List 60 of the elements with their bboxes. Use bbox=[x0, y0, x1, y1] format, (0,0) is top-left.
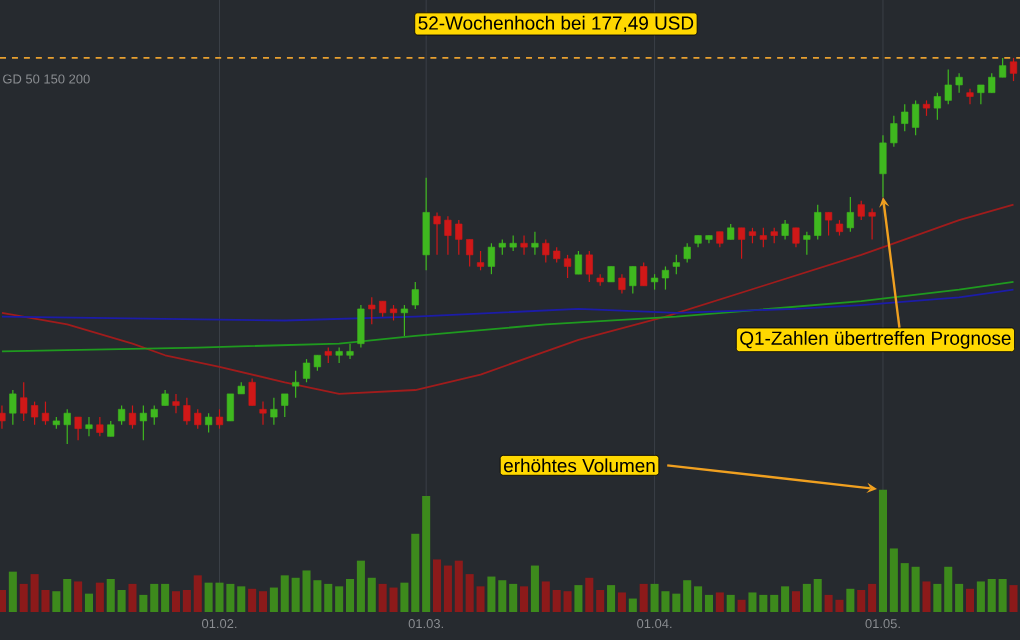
candlestick bbox=[585, 250, 593, 283]
candlestick bbox=[1009, 57, 1018, 82]
bar bbox=[965, 588, 975, 612]
annotation: Q1-Zahlen übertreffen Prognose bbox=[740, 330, 1011, 349]
candlestick bbox=[683, 242, 691, 264]
bar bbox=[574, 585, 583, 612]
candlestick bbox=[618, 273, 626, 295]
candlestick bbox=[215, 408, 224, 430]
candlestick bbox=[825, 211, 833, 237]
candlestick bbox=[966, 88, 974, 105]
candlestick bbox=[128, 404, 137, 430]
bar bbox=[84, 593, 94, 612]
bar bbox=[726, 594, 735, 612]
bar bbox=[607, 585, 616, 612]
candlestick bbox=[738, 227, 746, 260]
candlestick bbox=[357, 304, 365, 349]
candlestick bbox=[0, 404, 6, 430]
candlestick bbox=[422, 177, 430, 271]
bar bbox=[74, 581, 83, 612]
bar bbox=[715, 592, 724, 612]
candlestick bbox=[85, 416, 93, 437]
candlestick bbox=[248, 377, 256, 407]
candlestick bbox=[292, 370, 300, 399]
ref-line-label: 52-Wochenhoch bei 177,49 USD bbox=[418, 15, 694, 32]
candlestick bbox=[476, 250, 485, 271]
bar bbox=[128, 583, 137, 612]
candlestick bbox=[781, 219, 789, 241]
candlestick bbox=[640, 261, 648, 287]
candlestick bbox=[205, 412, 213, 434]
bar bbox=[922, 581, 931, 612]
candlestick bbox=[259, 401, 267, 426]
candlestick bbox=[96, 416, 104, 437]
annotation: erhöhtes Volumen bbox=[504, 458, 655, 473]
candlestick bbox=[672, 254, 680, 275]
bar bbox=[1009, 585, 1018, 612]
candlestick bbox=[629, 265, 637, 295]
bar bbox=[628, 598, 637, 612]
bar bbox=[8, 571, 17, 612]
bar bbox=[95, 582, 104, 612]
candlestick bbox=[531, 231, 539, 256]
candlestick bbox=[846, 196, 854, 233]
candlestick bbox=[270, 397, 278, 426]
candlestick bbox=[9, 389, 17, 426]
bar bbox=[639, 583, 648, 612]
bar bbox=[520, 586, 529, 612]
candlestick bbox=[574, 250, 582, 275]
candlestick bbox=[118, 404, 126, 426]
candlestick bbox=[661, 265, 670, 291]
bar bbox=[846, 588, 855, 612]
bar bbox=[0, 590, 6, 612]
candlestick bbox=[411, 281, 419, 310]
candlestick bbox=[281, 393, 289, 418]
bar bbox=[617, 592, 626, 612]
candlestick bbox=[74, 416, 82, 441]
candlestick bbox=[400, 304, 408, 337]
bar bbox=[737, 599, 746, 612]
candlestick bbox=[520, 234, 528, 256]
bar bbox=[791, 591, 800, 612]
bar bbox=[530, 565, 539, 612]
candlestick bbox=[792, 227, 800, 248]
